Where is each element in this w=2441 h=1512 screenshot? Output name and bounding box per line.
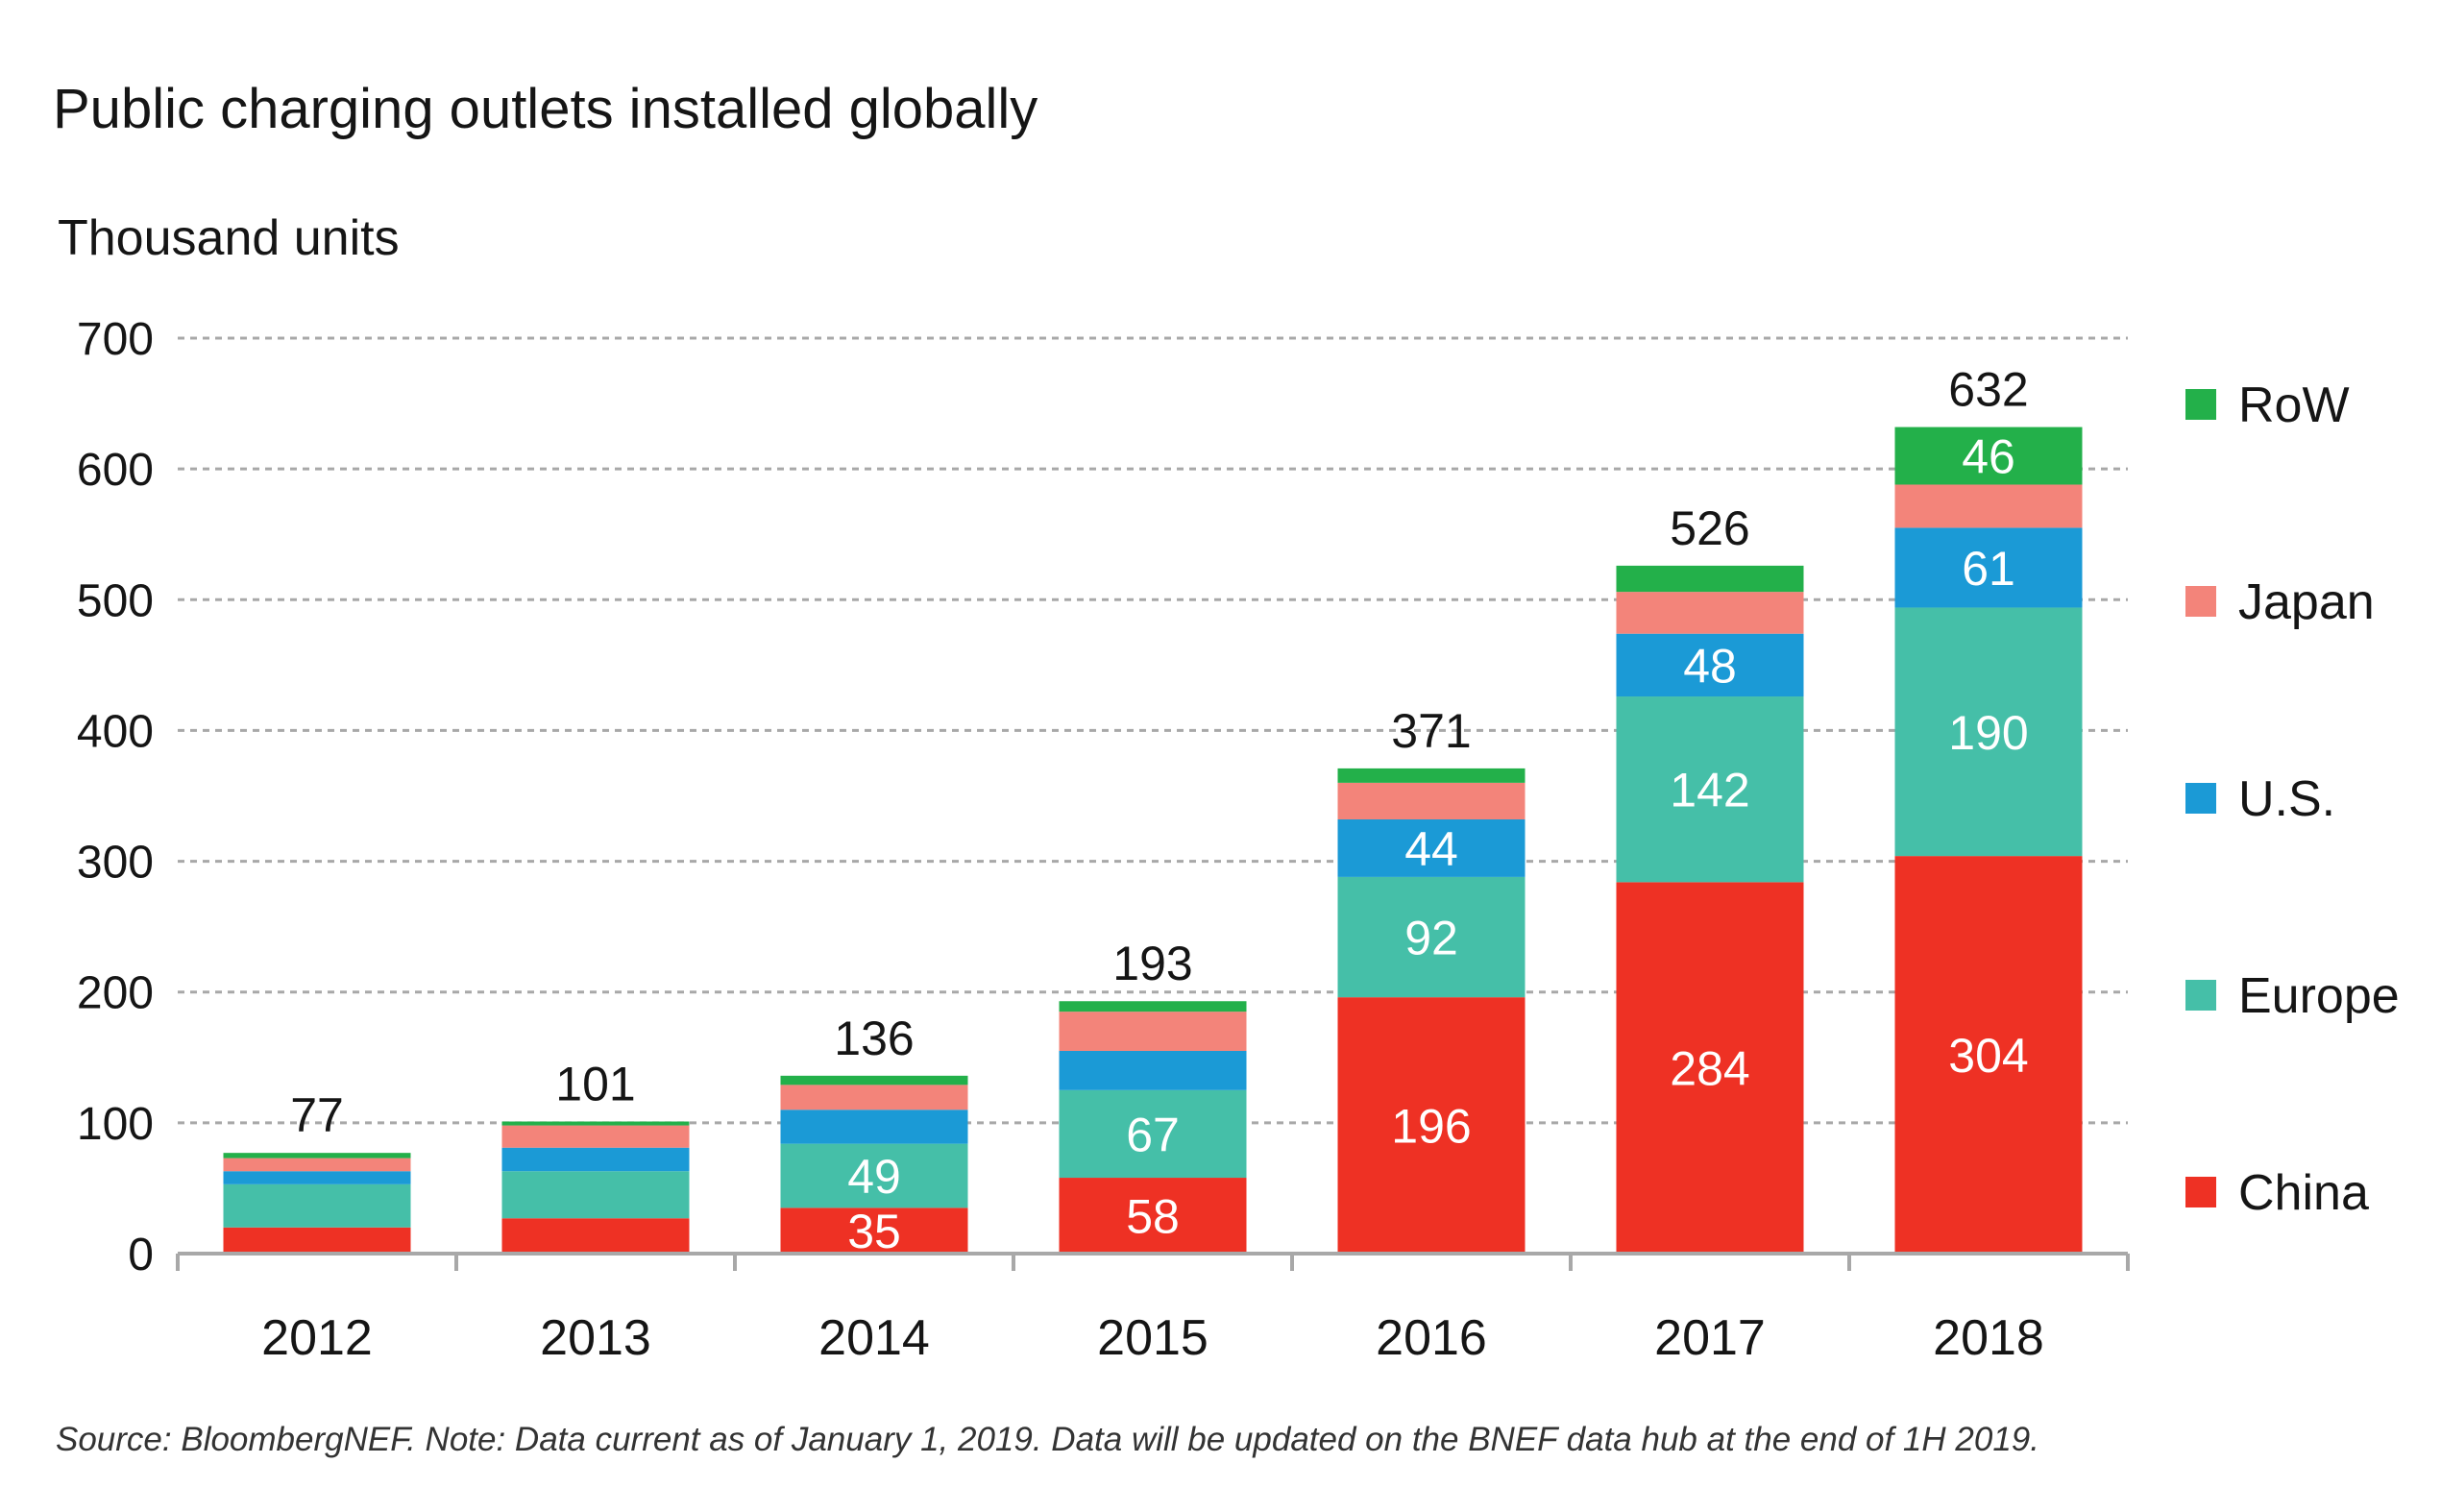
bar-segment-europe [780, 1143, 968, 1208]
segment-value-label: 304 [1948, 1029, 2028, 1083]
legend-swatch [2185, 1177, 2216, 1207]
segment-value-label: 61 [1962, 542, 2015, 596]
x-tick-label: 2016 [1376, 1310, 1487, 1366]
bar-segment-us [1894, 527, 2083, 608]
segment-value-label: 142 [1670, 764, 1749, 817]
bar-segment-china [1894, 856, 2083, 1254]
segment-value-label: 190 [1948, 706, 2028, 760]
total-value-label: 526 [1670, 501, 1749, 555]
x-tick-label: 2015 [1097, 1310, 1208, 1366]
bar-segment-row [1894, 427, 2083, 485]
segment-value-label: 67 [1126, 1108, 1180, 1161]
y-tick-label: 200 [77, 968, 154, 1019]
y-axis-label: Thousand units [58, 210, 400, 266]
legend-label: China [2238, 1165, 2369, 1221]
bar-segment-us [223, 1171, 411, 1184]
segment-value-label: 46 [1962, 430, 2015, 484]
legend: China Europe U.S. Japan RoW [2185, 378, 2400, 1221]
y-tick-label: 100 [77, 1099, 154, 1150]
x-tick-label: 2013 [540, 1310, 651, 1366]
chart-title: Public charging outlets installed global… [53, 78, 1037, 140]
bar-segment-china [1616, 882, 1804, 1254]
bar-segment-row [1059, 1001, 1247, 1012]
bar-segment-china [501, 1218, 690, 1254]
bar-segment-row [780, 1075, 968, 1085]
bar-segment-row [1616, 565, 1804, 593]
source-note: Source: BloombergNEF. Note: Data current… [56, 1421, 2039, 1458]
legend-swatch [2185, 389, 2216, 420]
total-value-label: 101 [555, 1057, 635, 1110]
bar-segment-china [223, 1227, 411, 1254]
x-tick-label: 2018 [1933, 1310, 2044, 1366]
segment-value-label: 196 [1391, 1100, 1471, 1154]
y-tick-label: 400 [77, 706, 154, 757]
bar-segment-china [780, 1207, 968, 1254]
segment-value-label: 49 [847, 1150, 901, 1204]
bar-segment-china [1337, 997, 1526, 1254]
bar-segment-row [1337, 768, 1526, 783]
total-value-label: 632 [1948, 363, 2028, 417]
legend-swatch [2185, 586, 2216, 617]
legend-label: Japan [2238, 574, 2375, 630]
bar-segment-japan [1616, 592, 1804, 634]
legend-swatch [2185, 980, 2216, 1011]
segment-value-label: 48 [1683, 639, 1737, 693]
bar-segment-europe [223, 1183, 411, 1228]
total-value-label: 136 [834, 1012, 914, 1065]
x-axis: 2012 2013 2014 2015 2016 2017 2018 [176, 1252, 2130, 1366]
bar-segment-japan [1337, 782, 1526, 820]
bar-segment-us [1337, 819, 1526, 877]
segment-value-label: 44 [1404, 822, 1458, 876]
segment-value-label: 92 [1404, 912, 1458, 965]
x-tick-label: 2012 [261, 1310, 373, 1366]
bar-segment-row [501, 1121, 690, 1126]
total-value-label: 371 [1391, 704, 1471, 758]
bar-segment-china [1059, 1178, 1247, 1254]
bars [223, 427, 2083, 1254]
bar-segment-japan [223, 1158, 411, 1172]
y-tick-label: 0 [128, 1230, 154, 1280]
total-value-label: 193 [1112, 937, 1192, 990]
y-tick-label: 700 [77, 314, 154, 365]
bar-segment-japan [780, 1085, 968, 1110]
legend-label: Europe [2238, 968, 2400, 1024]
x-tick-label: 2014 [818, 1310, 930, 1366]
segment-value-label: 35 [847, 1205, 901, 1258]
bar-segment-europe [1894, 607, 2083, 857]
bar-segment-row [223, 1153, 411, 1158]
legend-label: RoW [2238, 378, 2350, 433]
bar-segment-europe [1616, 696, 1804, 883]
legend-swatch [2185, 783, 2216, 814]
x-tick-label: 2017 [1654, 1310, 1766, 1366]
bar-segment-us [780, 1110, 968, 1144]
total-value-label: 77 [290, 1088, 344, 1142]
bar-segment-europe [1337, 876, 1526, 998]
legend-label: U.S. [2238, 771, 2335, 827]
y-tick-label: 300 [77, 838, 154, 889]
bar-segment-europe [501, 1171, 690, 1219]
bar-segment-us [1616, 633, 1804, 697]
bar-segment-japan [501, 1125, 690, 1148]
segment-value-label: 58 [1126, 1190, 1180, 1244]
segment-value-label: 284 [1670, 1042, 1749, 1096]
bar-segment-japan [1894, 484, 2083, 528]
y-tick-label: 500 [77, 575, 154, 626]
bar-segment-japan [1059, 1012, 1247, 1051]
gridlines: 0 100 200 300 400 500 600 700 [77, 314, 2128, 1280]
bar-segment-us [501, 1147, 690, 1172]
bar-segment-us [1059, 1050, 1247, 1090]
y-tick-label: 600 [77, 445, 154, 496]
bar-segment-europe [1059, 1089, 1247, 1179]
